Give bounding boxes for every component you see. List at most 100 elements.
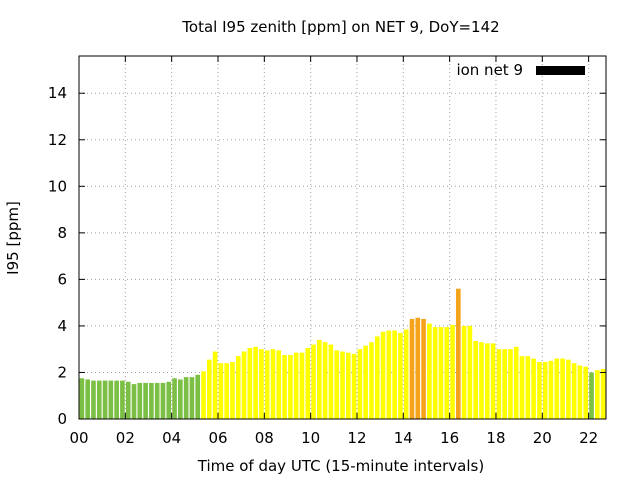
y-tick-label: 14 [48,84,67,102]
y-tick-label: 4 [57,317,67,335]
bar [531,358,536,419]
bar [96,380,102,419]
x-axis: 00 02 04 06 08 10 12 14 16 18 20 22 [69,56,598,447]
bar [270,349,276,419]
bar [143,382,148,419]
bar [114,380,119,419]
y-tick-label: 0 [57,410,67,428]
x-tick-label: 04 [162,429,181,447]
bar [195,374,201,419]
bar [247,348,253,419]
bar [91,380,96,419]
bar [201,371,206,419]
chart-title: Total I95 zenith [ppm] on NET 9, DoY=142 [181,18,499,36]
bar [241,351,247,419]
bar [537,361,542,419]
y-tick-label: 6 [57,270,67,288]
bar [438,327,444,419]
bar [293,352,299,419]
bar [386,330,392,419]
y-axis: 0 2 4 6 8 10 12 14 [48,84,606,428]
bar [305,348,311,419]
bar [571,363,577,419]
bar [259,349,264,419]
bar [363,345,368,419]
bar [583,366,589,419]
bar [172,378,177,419]
bar [79,378,85,419]
bar [409,318,415,419]
x-tick-label: 00 [69,429,88,447]
bar [120,380,125,419]
bar [502,349,507,419]
bar [131,384,137,419]
legend-label: ion net 9 [456,61,523,79]
bar [456,288,461,419]
y-axis-label: I95 [ppm] [4,201,22,275]
bar [288,355,293,419]
bar [108,380,114,419]
bar [351,353,357,419]
bar [212,351,218,419]
bar [166,381,172,419]
y-tick-label: 10 [48,177,67,195]
bar [317,339,322,419]
bar [566,359,571,419]
bar [154,382,160,419]
legend-swatch [536,66,585,75]
bar [577,365,583,419]
bar [548,360,554,419]
bar [102,380,108,419]
x-tick-label: 02 [116,429,135,447]
bar [322,342,328,419]
bar [137,382,143,419]
bar [340,351,345,419]
x-tick-label: 16 [440,429,459,447]
y-tick-label: 2 [57,363,67,381]
bars [79,288,606,419]
bar [189,377,195,419]
bar [380,331,386,419]
bar [345,352,351,419]
bar [357,349,363,419]
bar [479,342,484,419]
bar [594,370,600,419]
bar [444,327,450,419]
x-tick-label: 12 [347,429,366,447]
bar [403,329,409,419]
bar [218,363,224,419]
bar [415,317,421,419]
bar [496,349,502,419]
y-tick-label: 12 [48,131,67,149]
bar [206,359,212,419]
x-tick-label: 18 [486,429,505,447]
bar [299,352,305,419]
bar [224,363,229,419]
bar [461,325,467,419]
bar [519,356,525,419]
bar [328,344,334,419]
bar [334,350,340,419]
bar [311,344,316,419]
bar [508,349,513,419]
bar [230,361,235,419]
bar [276,350,282,419]
bar [253,346,258,419]
bar [542,361,548,419]
bar [183,377,189,419]
bar [432,327,438,419]
x-tick-label: 22 [579,429,598,447]
bar [149,382,154,419]
x-tick-label: 10 [301,429,320,447]
bar [421,318,426,419]
bar [589,372,594,419]
x-tick-label: 06 [208,429,227,447]
bar [125,381,131,419]
bar [484,343,490,419]
plot-frame [78,55,607,420]
bar [490,343,496,419]
bar [178,379,183,419]
bar [160,382,166,419]
bar [554,358,560,419]
bar [85,379,91,419]
